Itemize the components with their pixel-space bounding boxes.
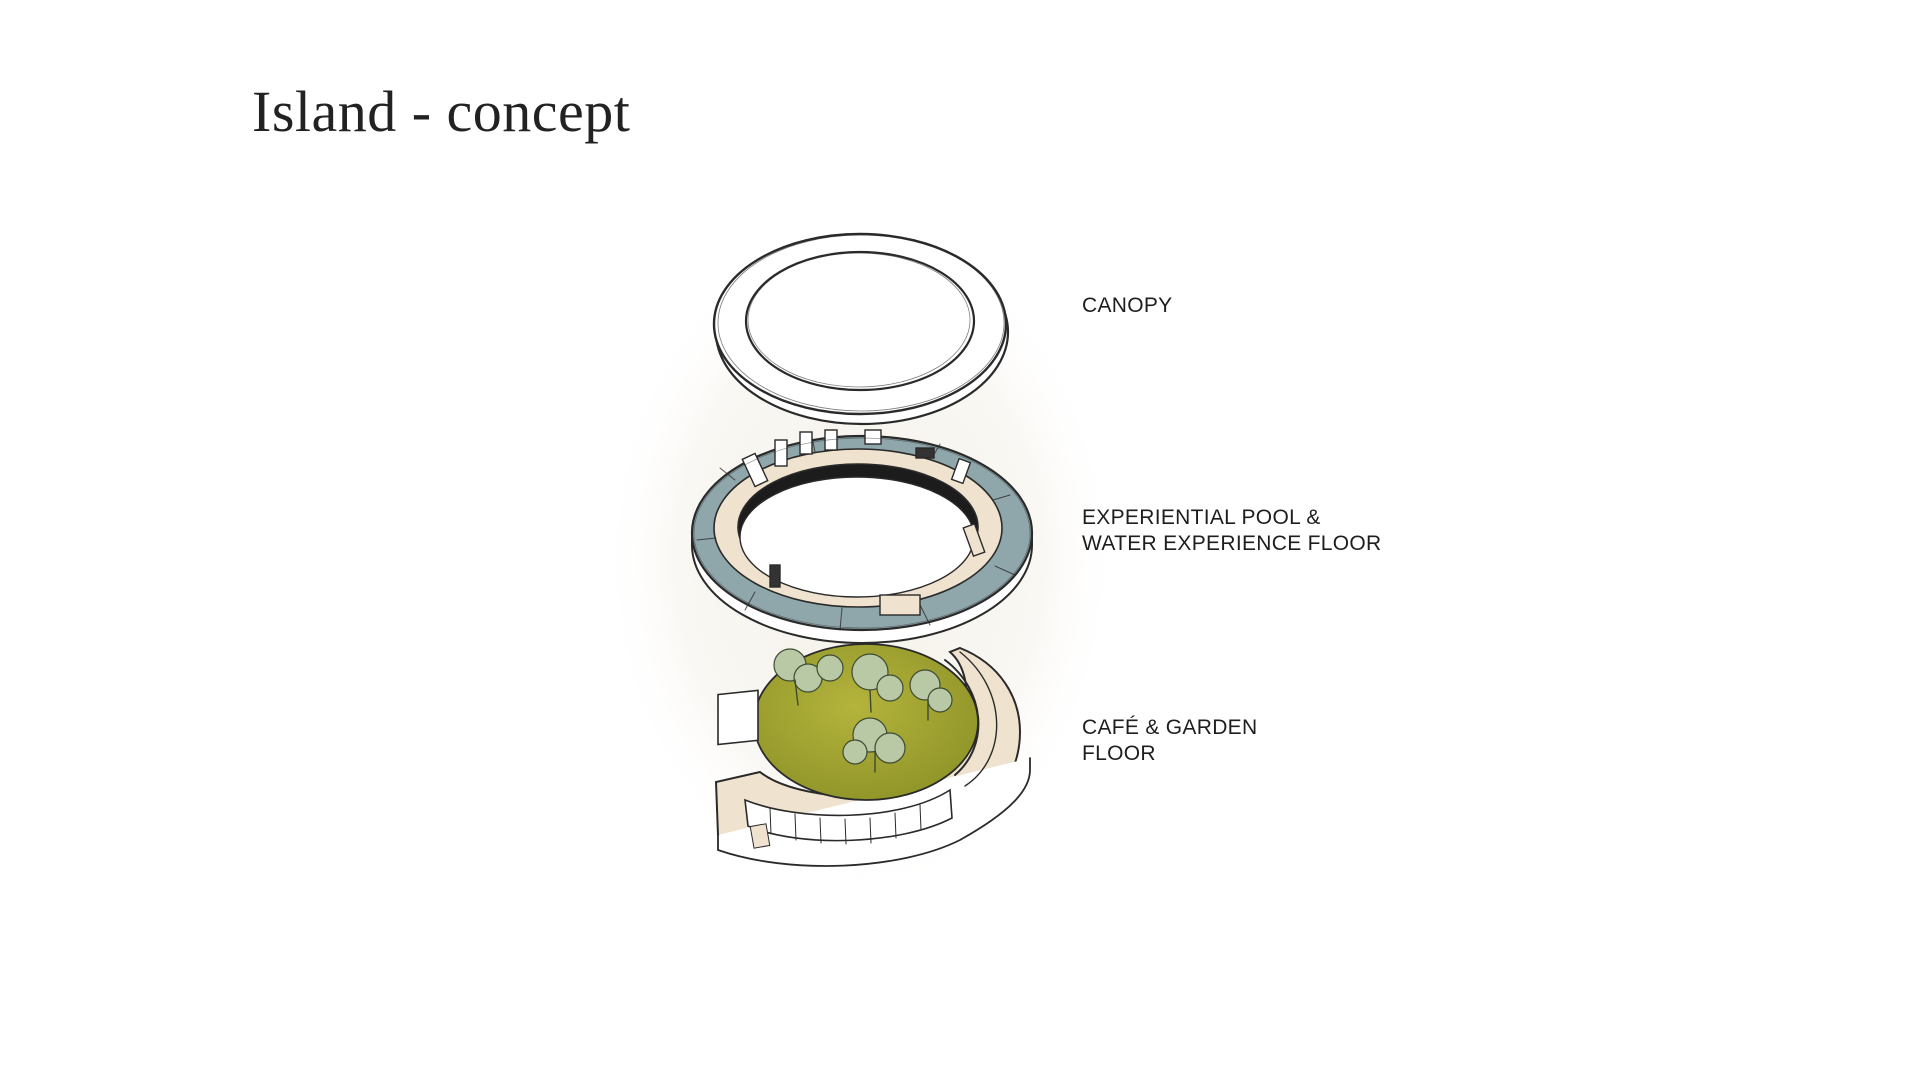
label-cafe-line-1: CAFÉ & GARDEN <box>1082 716 1258 739</box>
label-cafe-floor: CAFÉ & GARDEN FLOOR <box>1082 715 1257 767</box>
label-canopy: CANOPY <box>1082 293 1173 319</box>
label-pool-floor: EXPERIENTIAL POOL & WATER EXPERIENCE FLO… <box>1082 505 1381 557</box>
canopy-layer <box>712 232 1010 426</box>
label-cafe-line-2: FLOOR <box>1082 742 1156 765</box>
garden-trees <box>773 648 953 765</box>
label-pool-line-1: EXPERIENTIAL POOL & <box>1082 506 1321 529</box>
cafe-layer <box>714 643 1031 867</box>
label-pool-line-2: WATER EXPERIENCE FLOOR <box>1082 532 1382 555</box>
label-canopy-line-1: CANOPY <box>1082 294 1173 317</box>
pool-layer <box>690 429 1034 644</box>
page-title: Island - concept <box>252 79 631 144</box>
